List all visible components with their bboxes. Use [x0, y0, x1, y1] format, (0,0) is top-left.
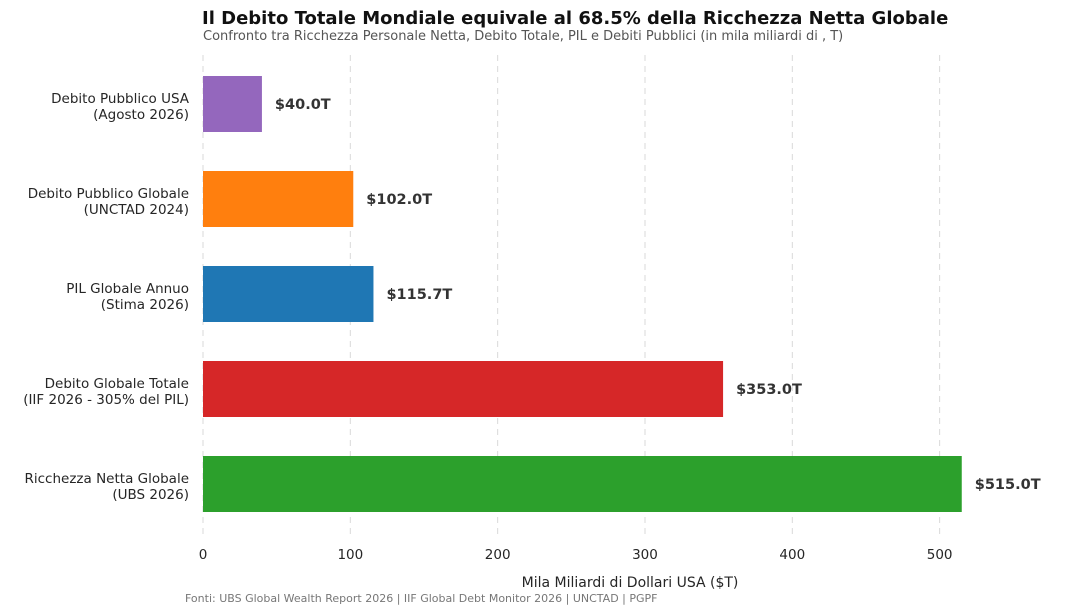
bar — [203, 266, 374, 322]
x-tick-label: 100 — [337, 547, 363, 563]
bar — [203, 171, 354, 227]
category-label: PIL Globale Annuo (Stima 2026) — [66, 281, 189, 313]
bar-value-label: $353.0T — [736, 382, 802, 398]
category-label: Debito Globale Totale (IIF 2026 - 305% de… — [23, 376, 189, 408]
chart-title: Il Debito Totale Mondiale equivale al 68… — [202, 8, 948, 29]
x-tick-label: 400 — [779, 547, 805, 563]
bar-value-label: $40.0T — [275, 97, 331, 113]
bar — [203, 76, 262, 132]
category-label: Ricchezza Netta Globale (UBS 2026) — [25, 471, 190, 503]
category-label: Debito Pubblico USA (Agosto 2026) — [51, 91, 190, 123]
x-tick-label: 300 — [632, 547, 658, 563]
bar — [203, 456, 962, 512]
x-tick-labels: 0 100 200 300 400 500 — [199, 547, 953, 563]
x-tick-label: 500 — [927, 547, 953, 563]
x-tick-label: 0 — [199, 547, 208, 563]
source-note: Fonti: UBS Global Wealth Report 2026 | I… — [185, 592, 657, 605]
bar-value-label: $102.0T — [366, 192, 432, 208]
bar — [203, 361, 724, 417]
category-labels: Debito Pubblico USA (Agosto 2026) Debito P… — [23, 91, 190, 503]
category-label: Debito Pubblico Globale (UNCTAD 2024) — [28, 186, 189, 218]
chart-subtitle: Confronto tra Ricchezza Personale Netta,… — [203, 29, 843, 44]
x-tick-label: 200 — [485, 547, 511, 563]
bars — [203, 76, 962, 512]
grid-lines — [202, 55, 941, 535]
x-axis-label: Mila Miliardi di Dollari USA ($T) — [522, 575, 739, 591]
bar-value-label: $115.7T — [386, 287, 452, 303]
value-labels: $40.0T $102.0T $115.7T $353.0T $515.0T — [275, 97, 1041, 493]
bar-value-label: $515.0T — [975, 477, 1041, 493]
